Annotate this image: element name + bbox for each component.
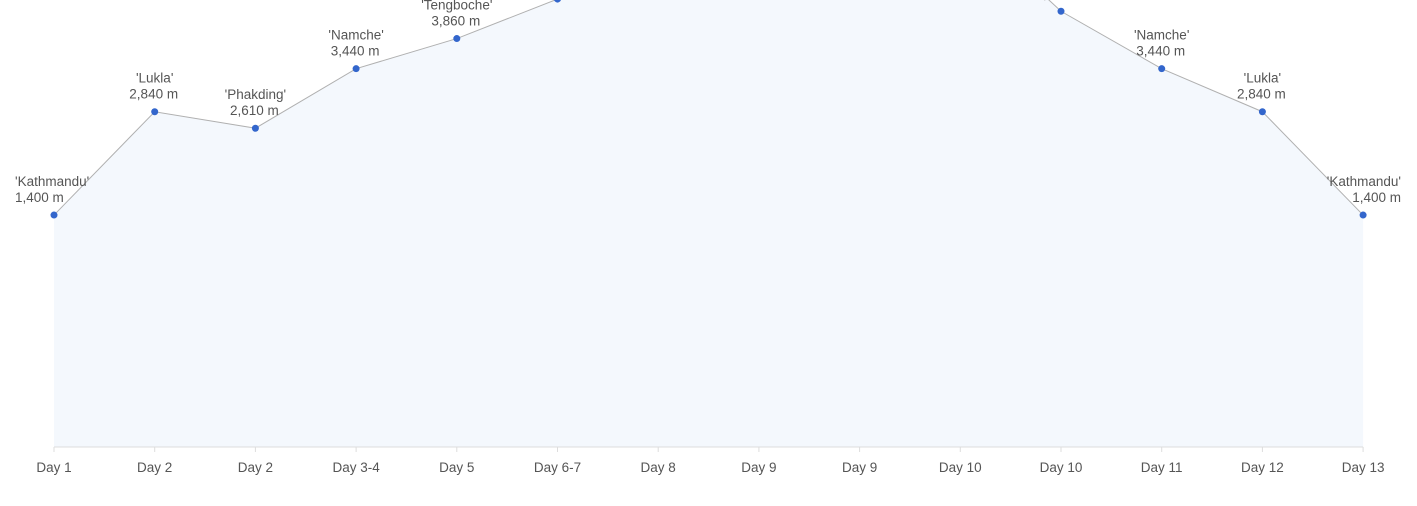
data-label-value: 2,610 m: [230, 103, 279, 118]
data-points: [50, 0, 1367, 219]
data-point: [352, 65, 360, 73]
x-tick-label: Day 11: [1141, 460, 1183, 475]
data-point: [251, 124, 259, 132]
data-point: [1359, 211, 1367, 219]
data-label-value: 3,440 m: [331, 44, 380, 59]
data-label-place: 'Lukla': [1244, 71, 1281, 86]
data-label-place: 'Kathmandu': [15, 174, 89, 189]
x-tick-label: Day 1: [36, 460, 71, 475]
elevation-line: [53, 0, 1364, 216]
x-tick-label: Day 10: [1040, 460, 1083, 475]
data-label-value: 3,860 m: [431, 14, 480, 29]
data-point: [453, 35, 461, 43]
data-label-place: 'Namche': [1134, 28, 1189, 43]
data-label-value: 1,400 m: [15, 190, 64, 205]
data-label-place: 'Lukla': [136, 71, 173, 86]
data-point: [1057, 7, 1065, 15]
x-tick-label: Day 2: [238, 460, 273, 475]
data-label-value: 2,840 m: [1237, 87, 1286, 102]
x-tick-label: Day 12: [1241, 460, 1284, 475]
x-tick-label: Day 9: [842, 460, 877, 475]
data-labels: 'Kathmandu'1,400 m'Lukla'2,840 m 'Phakdin…: [15, 0, 1401, 205]
data-point: [554, 0, 561, 3]
x-tick-label: Day 6-7: [534, 460, 581, 475]
data-label-place: 'Phakding': [225, 87, 286, 102]
data-label-value: 1,400 m: [1352, 190, 1401, 205]
data-point: [151, 108, 159, 116]
data-label-value: 2,840 m: [129, 87, 178, 102]
data-point: [1158, 65, 1166, 73]
data-label-place: 'Tengboche': [421, 0, 492, 13]
data-label-place: 'Kathmandu': [1327, 174, 1401, 189]
x-tick-label: Day 9: [741, 460, 776, 475]
x-tick-label: Day 5: [439, 460, 474, 475]
x-tick-label: Day 3-4: [332, 460, 380, 475]
data-label-value: 4,240 m: [1036, 0, 1085, 1]
x-tick-label: Day 8: [641, 460, 676, 475]
x-axis-ticks: Day 1 Day 2 Day 2 Day 3-4 Day 5 Day 6-7 Day 8 D…: [36, 447, 1384, 475]
data-point: [50, 211, 58, 219]
elevation-area: [54, 0, 1364, 447]
x-tick-label: Day 2: [137, 460, 172, 475]
x-tick-label: Day 13: [1342, 460, 1385, 475]
data-label-value: 3,440 m: [1136, 44, 1185, 59]
x-tick-label: Day 10: [939, 460, 982, 475]
data-label-place: 'Namche': [328, 28, 383, 43]
data-point: [1258, 108, 1266, 116]
